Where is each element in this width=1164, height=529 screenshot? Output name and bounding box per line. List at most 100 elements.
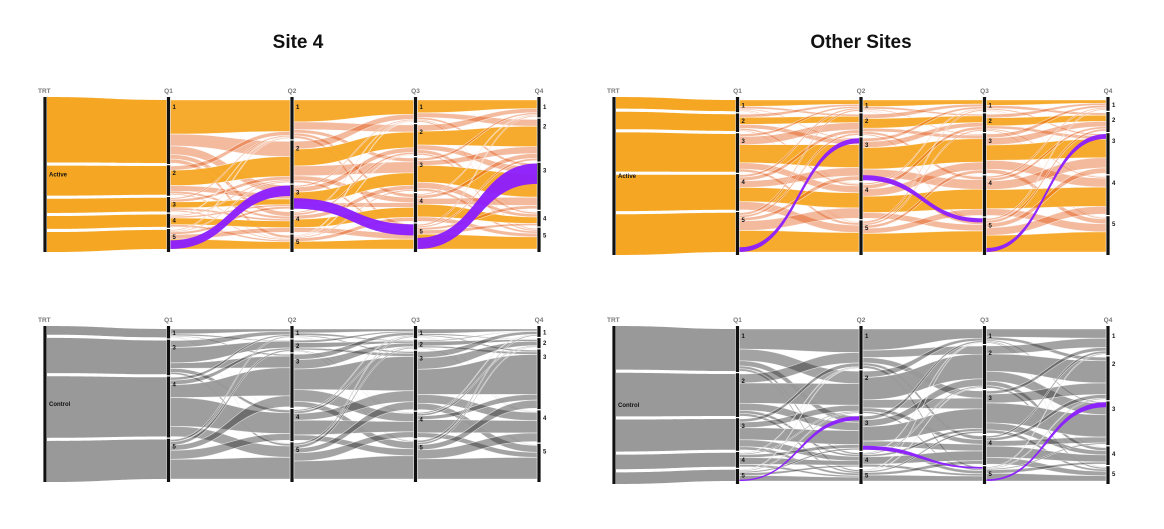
tick-label: 3 [989, 396, 993, 402]
ribbon-trt-q1 [616, 132, 736, 172]
axis-bar [859, 326, 863, 484]
axis-tick-gap [413, 338, 418, 340]
tick-label: 4 [989, 441, 993, 447]
highlight-ribbon [986, 134, 1106, 252]
tick-label: 5 [989, 472, 993, 478]
axis-bar [413, 97, 418, 252]
tick-label: 1 [1112, 103, 1116, 109]
ribbon-flow [986, 461, 1107, 474]
axis-tick-gap [537, 161, 541, 163]
tick-label: 1 [543, 105, 547, 111]
ribbon-flow [170, 355, 291, 369]
axis-tick-gap [1106, 445, 1110, 447]
tick-label: 2 [865, 119, 869, 125]
ribbon-trt-q1 [47, 439, 167, 482]
ribbon-flow [739, 475, 860, 482]
tick-label: 4 [1112, 452, 1116, 458]
tick-label: 5 [543, 450, 547, 456]
tick-label: 4 [420, 199, 424, 205]
axis-bar [537, 97, 541, 252]
axis-label: Q3 [411, 88, 420, 95]
ribbon-flow [170, 180, 291, 233]
tick-label: 4 [296, 415, 300, 421]
axis-tick-gap [166, 338, 171, 340]
highlight-ribbon [986, 402, 1106, 481]
tick-label: 1 [296, 105, 300, 111]
ribbon-trt-q1 [47, 376, 167, 438]
ribbon-flow [862, 109, 983, 224]
tick-label: 3 [1112, 407, 1116, 413]
tick-label: 2 [543, 124, 547, 130]
axis-tick-gap [537, 226, 541, 228]
tick-label: 1 [296, 331, 300, 337]
axis-label: Q2 [857, 317, 866, 324]
ribbon-trt-q1 [47, 214, 167, 229]
axis-tick-gap [982, 174, 987, 176]
ribbon-flow [986, 167, 1107, 228]
axis-tick-gap [1106, 110, 1110, 112]
axis-tick-gap [166, 195, 171, 197]
axis-tick-gap [1106, 355, 1110, 357]
tick-label: 2 [173, 171, 177, 177]
axis-tick-gap [735, 467, 740, 469]
tick-label: 3 [420, 163, 424, 169]
trt-node-label: Control [618, 403, 640, 409]
tick-label: 1 [1112, 334, 1116, 340]
ribbon-flow [739, 464, 860, 476]
axis-tick-gap [735, 112, 740, 114]
ribbon-trt-q1 [616, 419, 736, 452]
tick-label: 3 [296, 190, 300, 196]
axis-label: Q1 [733, 88, 742, 95]
axis-tick-gap [166, 437, 171, 439]
ribbon-flow [986, 328, 1107, 339]
ribbon-flow [739, 132, 860, 218]
ribbon-flow [170, 136, 291, 232]
ribbon-flow [986, 442, 1107, 471]
tick-label: 3 [865, 143, 869, 149]
ribbon-trt-q1 [616, 372, 736, 417]
axis-bar [413, 326, 418, 482]
axis-label: Q1 [164, 88, 173, 95]
axis-tick-gap [982, 344, 987, 346]
axis-bar [1106, 97, 1110, 255]
tick-label: 5 [865, 226, 869, 232]
ribbon-trt-q1 [616, 97, 736, 112]
axis-bar [166, 326, 171, 482]
ribbon-flow [862, 460, 983, 476]
tick-label: 1 [420, 105, 424, 111]
axis-bar [982, 326, 987, 484]
axis-tick-gap [1106, 465, 1110, 467]
axis-tick-gap [290, 139, 294, 141]
ribbon-trt-q1 [616, 212, 736, 255]
axis-bar [537, 326, 541, 482]
tick-label: 1 [173, 105, 177, 111]
axis-label: Q2 [857, 88, 866, 95]
axis-tick-gap [735, 132, 740, 134]
tick-label: 1 [420, 331, 424, 337]
ribbon-flow [739, 230, 860, 253]
axis-label: Q4 [1104, 317, 1113, 324]
ribbon-trt-q1 [47, 337, 167, 375]
axis-tick-gap [413, 349, 418, 351]
tick-label: 2 [742, 119, 746, 125]
axis-tick-gap [290, 183, 294, 185]
axis-tick-gap [735, 210, 740, 212]
axis-tick-gap [735, 450, 740, 452]
ribbon-flow [739, 207, 860, 231]
tick-label: 4 [865, 458, 869, 464]
axis-tick-gap [859, 136, 863, 138]
tick-label: 1 [742, 104, 746, 110]
trt-node-label: Active [49, 173, 68, 179]
axis-bar [166, 97, 171, 252]
ribbon-trt-q1 [616, 111, 736, 131]
highlight-ribbon [417, 163, 537, 249]
trt-node-label: Control [49, 402, 71, 408]
axis-bar [290, 326, 294, 482]
axis-tick-gap [290, 338, 294, 340]
axis-tick-gap [1106, 400, 1110, 402]
trt-node-label: Active [618, 174, 637, 180]
tick-label: 3 [543, 169, 547, 175]
axis-tick-gap [982, 132, 987, 134]
ribbon-flow [986, 352, 1107, 469]
ribbon-flow [862, 430, 983, 473]
